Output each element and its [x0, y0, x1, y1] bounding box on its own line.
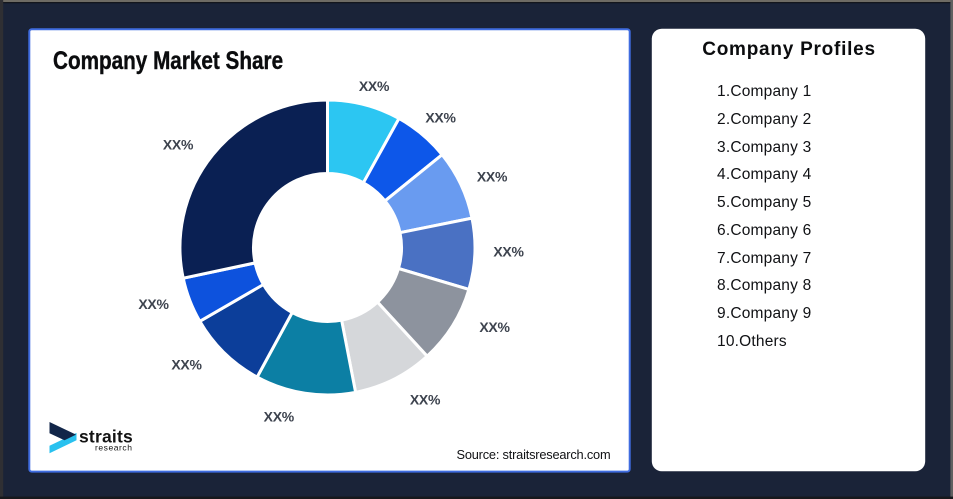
svg-text:XX%: XX% — [410, 392, 441, 408]
svg-text:XX%: XX% — [493, 243, 524, 259]
svg-text:XX%: XX% — [425, 110, 456, 126]
svg-text:XX%: XX% — [171, 357, 202, 373]
svg-text:XX%: XX% — [163, 136, 194, 152]
svg-text:XX%: XX% — [477, 169, 508, 185]
svg-text:XX%: XX% — [264, 409, 295, 425]
svg-text:straits: straits — [79, 427, 133, 447]
svg-text:research: research — [95, 443, 132, 453]
svg-text:XX%: XX% — [359, 78, 390, 94]
svg-text:XX%: XX% — [138, 296, 169, 312]
svg-text:XX%: XX% — [479, 319, 510, 335]
